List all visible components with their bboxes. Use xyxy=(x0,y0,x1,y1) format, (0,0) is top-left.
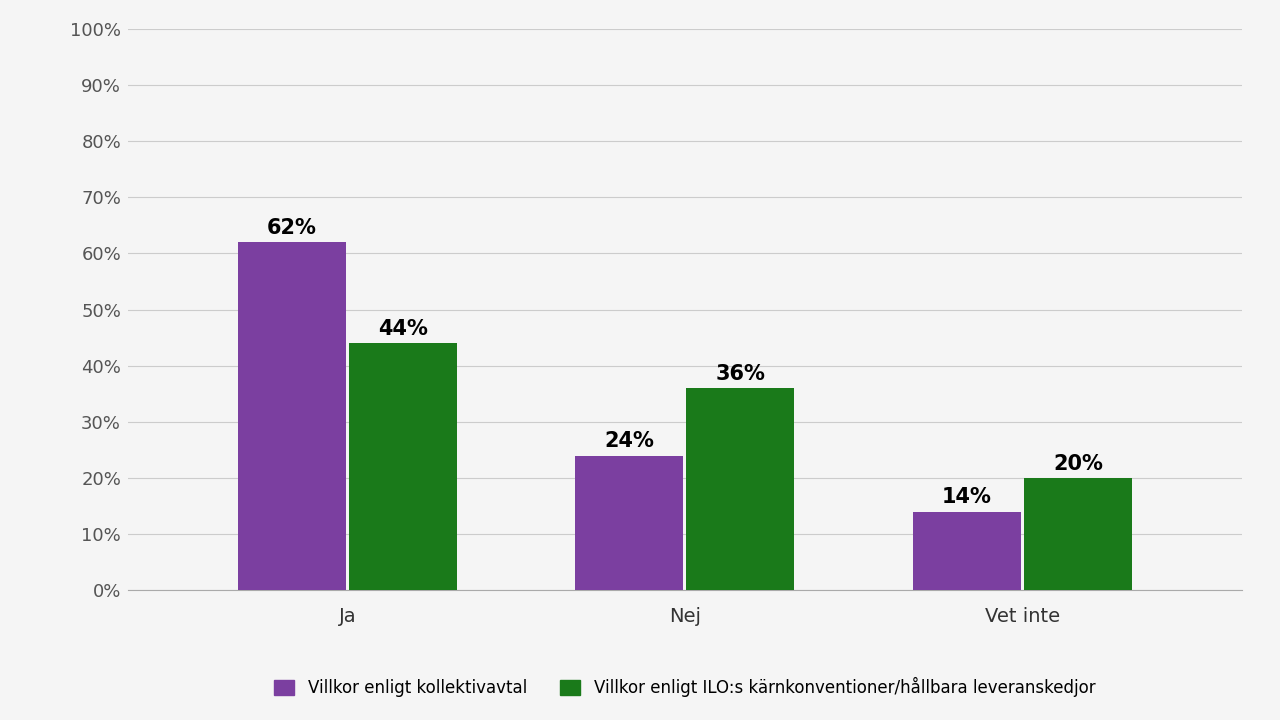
Text: 14%: 14% xyxy=(942,487,992,508)
Text: 24%: 24% xyxy=(604,431,654,451)
Text: 62%: 62% xyxy=(266,217,316,238)
Bar xyxy=(349,343,457,590)
Text: 20%: 20% xyxy=(1053,454,1103,474)
Text: 44%: 44% xyxy=(378,319,428,339)
Bar xyxy=(686,388,795,590)
Bar xyxy=(1024,478,1132,590)
Text: 36%: 36% xyxy=(716,364,765,384)
Legend: Villkor enligt kollektivavtal, Villkor enligt ILO:s kärnkonventioner/hållbara le: Villkor enligt kollektivavtal, Villkor e… xyxy=(266,669,1103,706)
Bar xyxy=(913,512,1020,590)
Bar xyxy=(238,242,346,590)
Bar xyxy=(575,456,684,590)
